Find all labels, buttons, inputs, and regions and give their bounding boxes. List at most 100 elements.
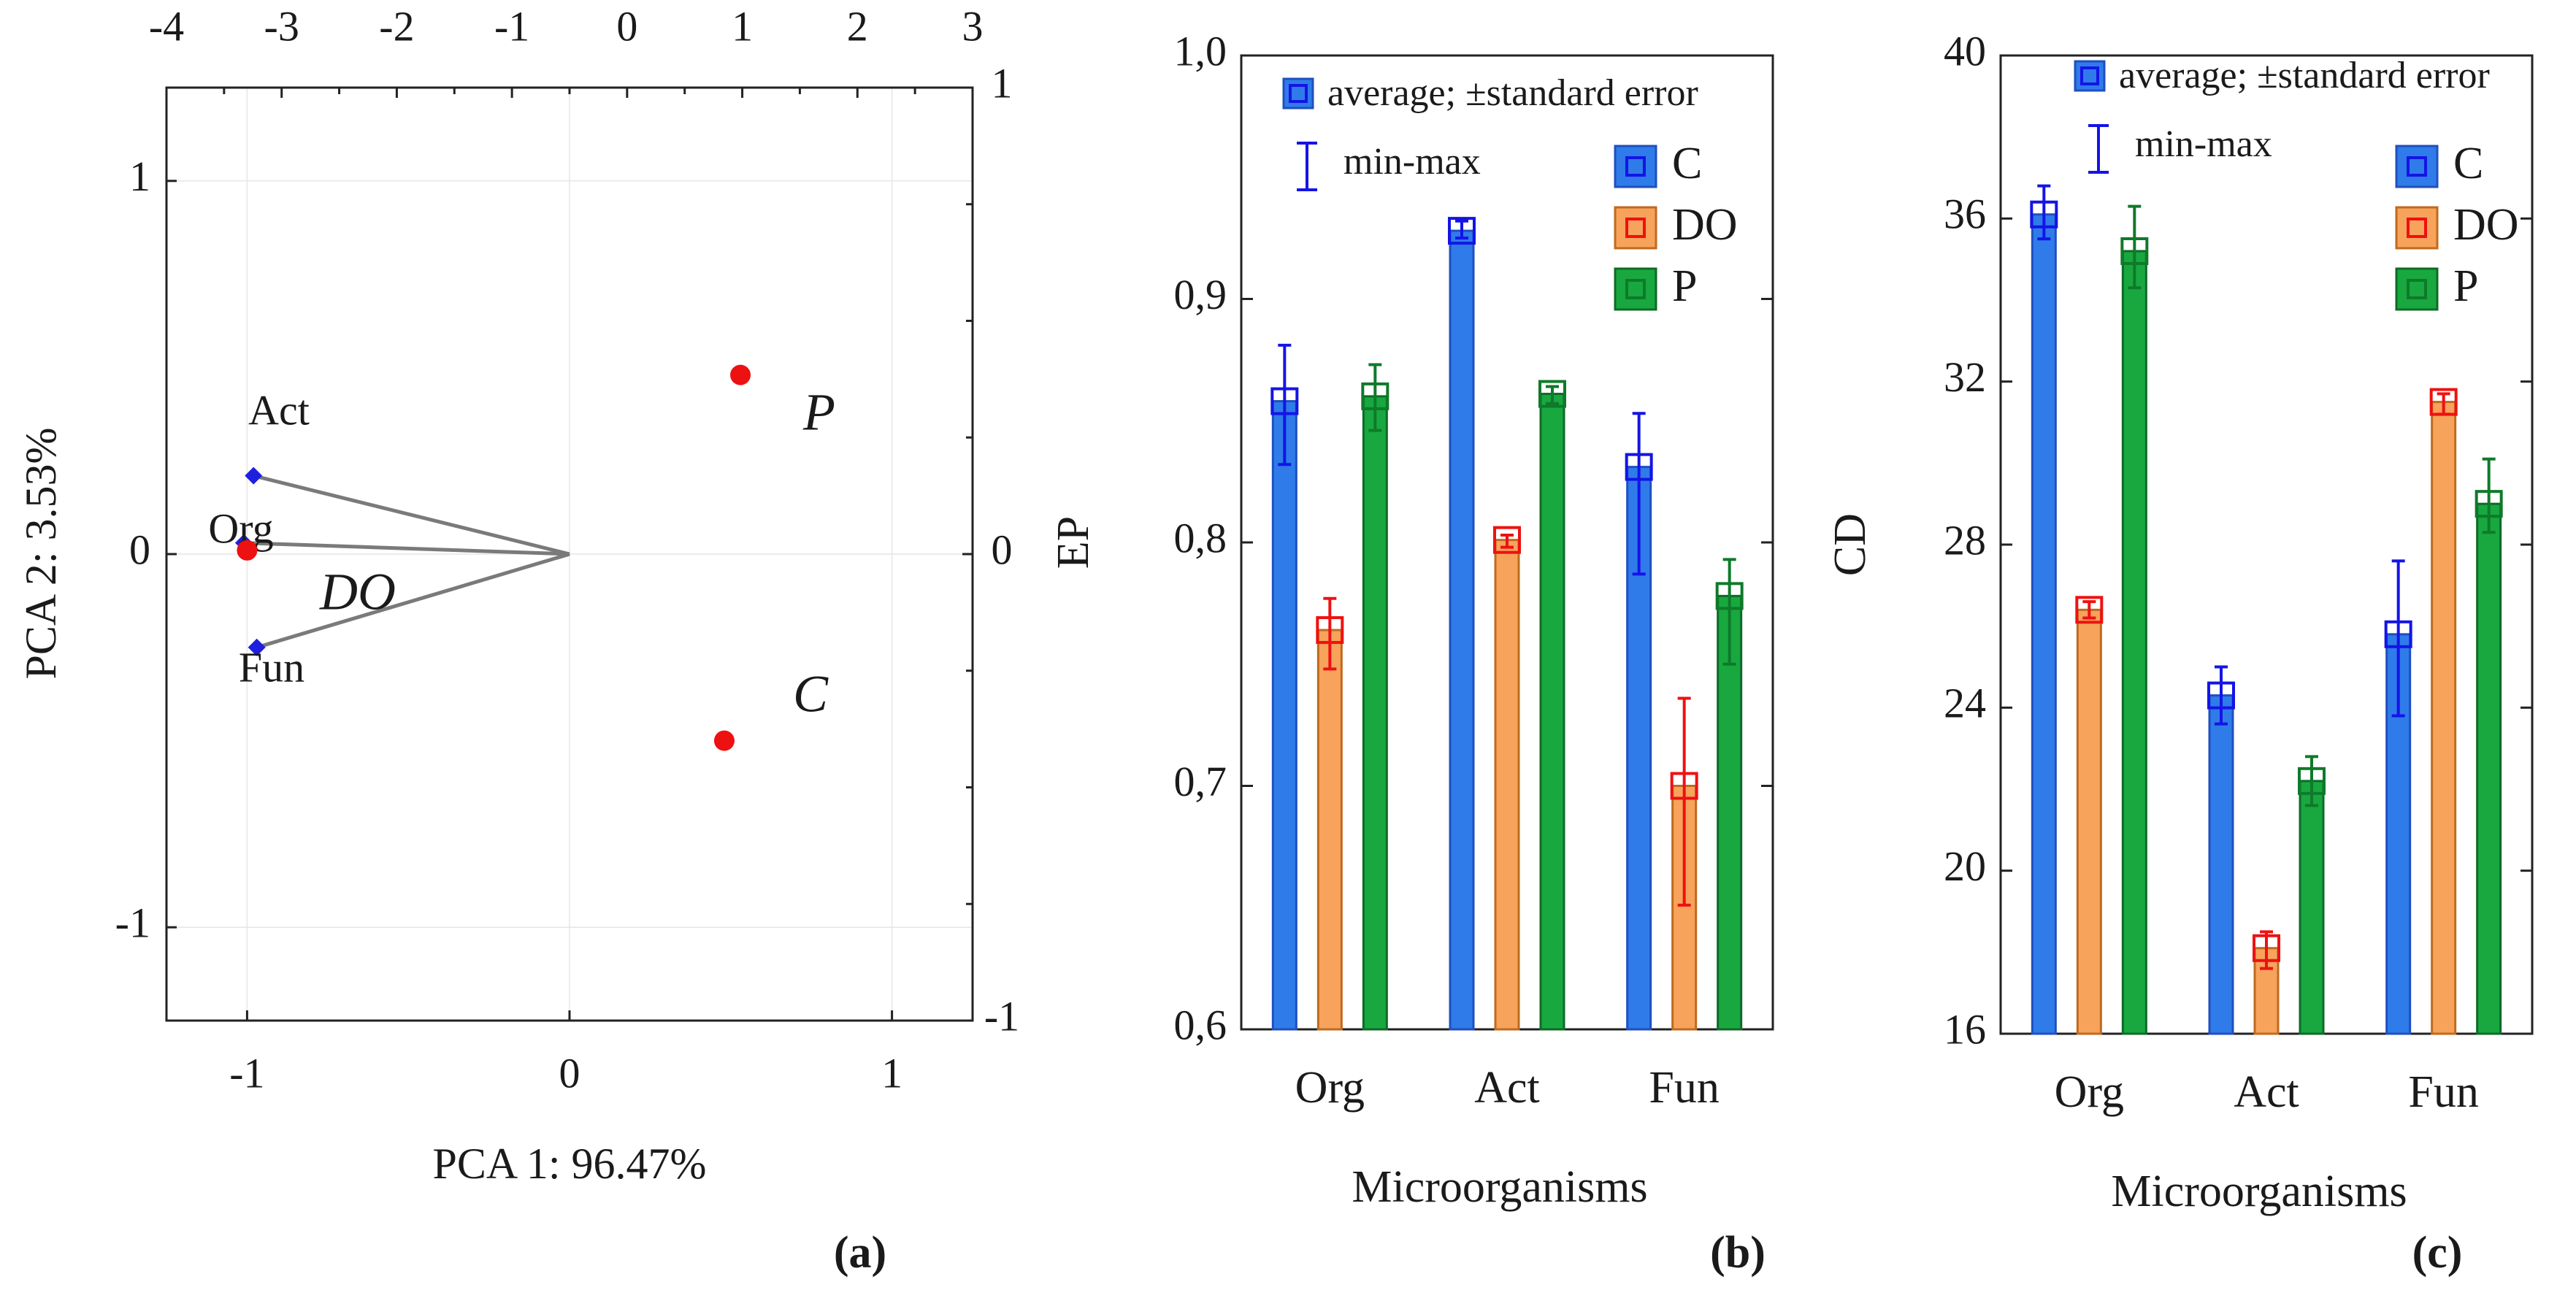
score-label-p: P	[802, 383, 835, 442]
legend-marker-do	[1625, 218, 1646, 238]
y-tick-label: 0	[129, 526, 150, 573]
y-axis-label-b: EP	[1049, 516, 1098, 569]
legend-stat-swatch	[1282, 77, 1314, 110]
legend-stat-marker	[1289, 84, 1308, 103]
top-tick-label: -1	[494, 2, 529, 50]
bar-do-act	[1494, 539, 1520, 1031]
y-tick-label: 24	[1944, 680, 1986, 727]
legend-swatch-c	[2395, 145, 2439, 188]
mean-marker-p-org	[1361, 382, 1389, 410]
mean-marker-c-fun	[2384, 620, 2412, 648]
legend-label-p: P	[2453, 261, 2478, 311]
mean-marker-c-org	[2030, 200, 2058, 229]
bar-p-fun	[2476, 502, 2502, 1035]
bar-do-fun	[2431, 401, 2457, 1035]
y-tick-label: 40	[1944, 27, 1986, 74]
legend-marker-p	[2407, 279, 2427, 299]
x-tick-label: 1	[881, 1049, 902, 1097]
bar-do-org	[1316, 629, 1343, 1031]
mean-marker-p-act	[2298, 767, 2326, 795]
y-tick-label: -1	[115, 899, 150, 947]
top-tick-label: -4	[149, 2, 184, 50]
mean-marker-do-org	[2075, 596, 2104, 624]
mean-marker-do-act	[1493, 526, 1521, 554]
x-axis-label-c: Microorganisms	[2111, 1167, 2407, 1216]
legend-stat-label: average; ±standard error	[1327, 72, 1698, 114]
y-tick-label: 36	[1944, 191, 1986, 238]
legend-range-label: min-max	[1343, 141, 1481, 183]
loading-vector-fun	[256, 552, 570, 650]
right-tick-label: -1	[984, 992, 1019, 1040]
x-tick-label: 0	[559, 1049, 580, 1097]
score-label-do: DO	[319, 563, 396, 621]
score-point-do	[237, 539, 258, 561]
legend-label-p: P	[1672, 261, 1697, 311]
mean-marker-do-fun	[1670, 772, 1698, 800]
score-point-c	[713, 730, 735, 751]
legend-swatch-p	[2395, 267, 2439, 311]
panel-label-b: (b)	[1710, 1228, 1766, 1278]
mean-marker-p-fun	[2475, 490, 2503, 518]
top-tick-label: 3	[962, 2, 984, 50]
legend-label-do: DO	[1672, 200, 1738, 250]
y-tick-label: 0,8	[1174, 514, 1227, 561]
y-tick-label: 16	[1944, 1005, 1986, 1053]
bar-do-org	[2076, 608, 2102, 1035]
right-tick-label: 0	[992, 526, 1013, 573]
top-tick-label: 2	[847, 2, 868, 50]
category-label-fun: Fun	[1649, 1063, 1719, 1113]
bar-c-org	[1271, 400, 1297, 1031]
legend-stat-label: average; ±standard error	[2119, 55, 2490, 96]
y-tick-label: 0,7	[1174, 758, 1227, 805]
mean-marker-do-act	[2253, 934, 2280, 962]
bar-p-org	[2121, 250, 2147, 1035]
legend-stat-swatch	[2074, 60, 2106, 92]
loading-marker-fun	[248, 638, 266, 656]
bar-c-act	[2208, 694, 2234, 1035]
mean-marker-c-fun	[1625, 453, 1653, 481]
x-axis-label-a: PCA 1: 96.47%	[432, 1140, 706, 1188]
category-label-fun: Fun	[2408, 1067, 2478, 1117]
category-label-org: Org	[2055, 1067, 2124, 1117]
legend-marker-c	[2407, 156, 2427, 177]
mean-marker-c-act	[1448, 217, 1476, 245]
mean-marker-do-fun	[2429, 388, 2458, 416]
legend-range-label: min-max	[2135, 123, 2272, 165]
loading-label-act: Act	[248, 386, 310, 434]
top-tick-label: -3	[264, 2, 299, 50]
score-point-p	[730, 364, 751, 385]
score-label-c: C	[793, 665, 829, 723]
y-axis-label-a: PCA 2: 3.53%	[17, 427, 65, 679]
mean-marker-do-org	[1316, 616, 1344, 645]
x-axis-label-b: Microorganisms	[1352, 1162, 1647, 1212]
y-tick-label: 0,6	[1174, 1001, 1227, 1048]
y-axis-label-c: CD	[1825, 513, 1875, 576]
y-tick-label: 20	[1944, 842, 1986, 890]
top-tick-label: 0	[616, 2, 637, 50]
bar-c-org	[2031, 213, 2057, 1035]
loading-label-fun: Fun	[239, 643, 304, 691]
x-tick-label: -1	[229, 1049, 264, 1097]
legend-stat-marker	[2080, 66, 2099, 85]
category-label-act: Act	[1474, 1063, 1540, 1113]
loading-vector-org	[243, 541, 570, 556]
legend-marker-do	[2407, 218, 2427, 238]
mean-marker-p-fun	[1715, 582, 1744, 610]
legend-label-c: C	[1672, 139, 1702, 188]
y-tick-label: 28	[1944, 516, 1986, 564]
bar-p-act	[2299, 780, 2325, 1035]
bar-c-act	[1449, 229, 1475, 1031]
bar-p-org	[1362, 395, 1388, 1031]
legend-swatch-p	[1614, 267, 1657, 311]
mean-marker-c-org	[1270, 387, 1299, 415]
loading-marker-act	[245, 466, 263, 485]
legend-marker-c	[1625, 156, 1646, 177]
legend-label-c: C	[2453, 139, 2483, 188]
y-tick-label: 32	[1944, 353, 1986, 401]
legend-marker-p	[1625, 279, 1646, 299]
category-label-org: Org	[1295, 1063, 1365, 1113]
mean-marker-c-act	[2207, 681, 2235, 710]
panel-label-a: (a)	[834, 1228, 886, 1278]
top-tick-label: 1	[732, 2, 753, 50]
